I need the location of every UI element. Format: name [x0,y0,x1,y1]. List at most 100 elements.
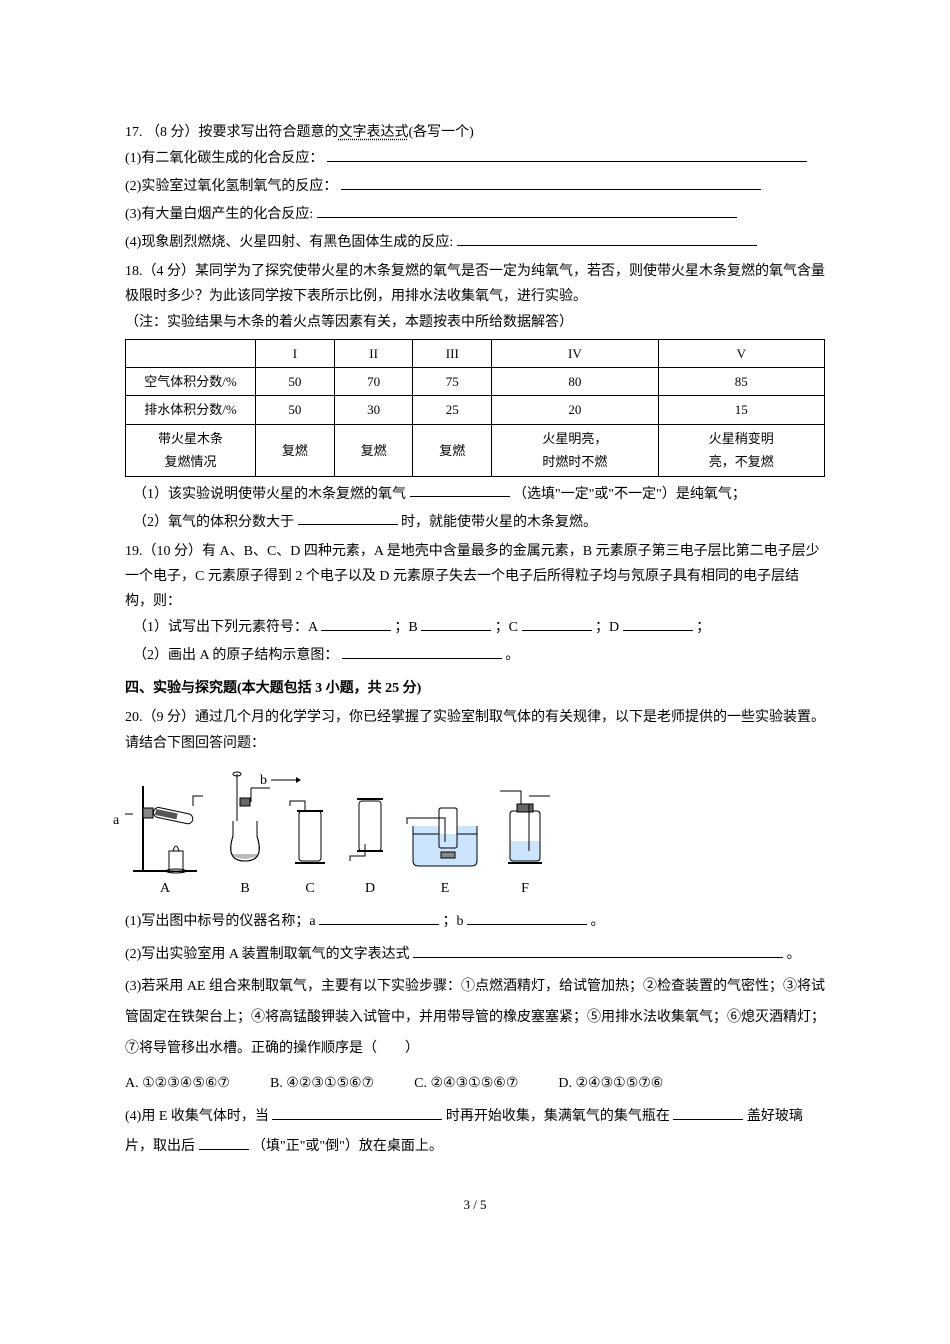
device-label-c: C [305,876,314,901]
blank [522,614,592,631]
apparatus-d: D [345,766,395,901]
q20-sub4: (4)用 E 收集气体时，当 时再开始收集，集满氧气的集气瓶在 盖好玻璃片，取出… [125,1102,825,1164]
table-header-row: I II III IV V [126,339,825,367]
apparatus-f: F [495,766,555,901]
q20-s4d: （填"正"或"倒"）放在桌面上。 [252,1139,443,1154]
q19-s1d: ；D [595,620,619,635]
apparatus-e: E [405,766,485,901]
q17-sub3: (3)有大量白烟产生的化合反应: [125,201,825,227]
apparatus-e-svg [405,766,485,876]
q20-s4a: (4)用 E 收集气体时，当 [125,1109,269,1124]
q20-s1a: (1)写出图中标号的仪器名称；a [125,914,316,929]
blank [673,1103,743,1120]
q19-s1: （1）试写出下列元素符号：A [133,620,317,635]
table-row: 空气体积分数/% 50 70 75 80 85 [126,368,825,396]
q17-s4-text: (4)现象剧烈燃烧、火星四射、有黑色固体生成的反应: [125,235,453,250]
th-4: IV [492,339,658,367]
blank [341,173,761,190]
blank [457,229,757,246]
blank [327,145,807,162]
cell: 75 [413,368,492,396]
blank [272,1103,442,1120]
question-19: 19.（10 分）有 A、B、C、D 四种元素，A 是地壳中含量最多的金属元素，… [125,539,825,669]
q19-sub1: （1）试写出下列元素符号：A ；B ；C ；D ； [133,614,825,640]
q17-stem-text: 17. （8 分）按要求写出符合题意的 [125,125,339,140]
cell: 70 [334,368,413,396]
section-4-title: 四、实验与探究题(本大题包括 3 小题，共 25 分) [125,676,825,701]
cell: 火星稍变明 亮，不复燃 [658,424,824,476]
label-b-row: b [260,768,301,793]
choice-c: C. ②④③①⑤⑥⑦ [414,1069,518,1100]
q20-subquestions: (1)写出图中标号的仪器名称；a ；b 。 (2)写出实验室用 A 装置制取氧气… [125,907,825,1163]
device-label-a: A [160,876,170,901]
th-5: V [658,339,824,367]
table-row: 排水体积分数/% 50 30 25 20 15 [126,396,825,424]
q18-table: I II III IV V 空气体积分数/% 50 70 75 80 85 排水… [125,339,825,477]
apparatus-row: A B [125,766,825,901]
question-18: 18.（4 分）某同学为了探究使带火星的木条复燃的氧气是否一定为纯氧气，若否，则… [125,259,825,534]
q17-sub4: (4)现象剧烈燃烧、火星四射、有黑色固体生成的反应: [125,229,825,255]
q17-s3-text: (3)有大量白烟产生的化合反应: [125,207,313,222]
th-blank [126,339,256,367]
device-label-d: D [365,876,375,901]
cell: 复燃 [413,424,492,476]
blank [413,941,783,958]
cell: 25 [413,396,492,424]
page-number: 3 / 5 [125,1193,825,1216]
apparatus-f-svg [495,766,555,876]
q19-stem: 19.（10 分）有 A、B、C、D 四种元素，A 是地壳中含量最多的金属元素，… [125,539,825,615]
q19-sub2: （2）画出 A 的原子结构示意图： 。 [133,642,825,668]
q19-s1b: ；B [394,620,417,635]
question-20: 20.（9 分）通过几个月的化学学习，你已经掌握了实验室制取气体的有关规律，以下… [125,705,825,1163]
device-label-e: E [441,876,450,901]
cell: 20 [492,396,658,424]
q18-sub1: （1）该实验说明使带火星的木条复燃的氧气 （选填"一定"或"不一定"）是纯氧气； [133,481,825,507]
q17-sub2: (2)实验室过氧化氢制氧气的反应： [125,173,825,199]
th-2: II [334,339,413,367]
arrow-icon [271,775,301,785]
q19-s1c: ；C [495,620,518,635]
q17-dotted: 文字表达式 [339,125,409,140]
device-label-f: F [521,876,529,901]
q20-s4b: 时再开始收集，集满氧气的集气瓶在 [446,1109,670,1124]
cell: 30 [334,396,413,424]
table-row: 带火星木条 复燃情况 复燃 复燃 复燃 火星明亮， 时燃时不燃 火星稍变明 亮，… [126,424,825,476]
question-17: 17. （8 分）按要求写出符合题意的文字表达式(各写一个) (1)有二氧化碳生… [125,120,825,255]
cell: 复燃 [334,424,413,476]
q17-sub1: (1)有二氧化碳生成的化合反应： [125,145,825,171]
q18-s2a: （2）氧气的体积分数大于 [133,514,294,529]
label-a: a [113,808,119,833]
apparatus-d-svg [345,766,395,876]
blank [467,908,587,925]
blank [623,614,693,631]
blank [199,1134,249,1151]
device-label-b: B [240,876,249,901]
q19-s2a: （2）画出 A 的原子结构示意图： [133,648,338,663]
q17-stem: 17. （8 分）按要求写出符合题意的文字表达式(各写一个) [125,120,825,145]
cell: 带火星木条 复燃情况 [126,424,256,476]
apparatus-a-svg [125,766,205,876]
q19-s2b: 。 [505,648,519,663]
blank [317,201,737,218]
cell: 50 [256,396,335,424]
blank [298,509,398,526]
apparatus-a: A [125,766,205,901]
q18-note: （注：实验结果与木条的着火点等因素有关，本题按表中所给数据解答） [125,310,825,335]
th-1: I [256,339,335,367]
blank [421,614,491,631]
q18-s2b: 时，就能使带火星的木条复燃。 [401,514,597,529]
q19-s1e: ； [696,620,710,635]
cell: 火星明亮， 时燃时不燃 [492,424,658,476]
th-3: III [413,339,492,367]
q17-s2-text: (2)实验室过氧化氢制氧气的反应： [125,179,337,194]
blank [319,908,439,925]
cell: 复燃 [256,424,335,476]
blank [321,614,391,631]
choice-b: B. ④②③①⑤⑥⑦ [270,1069,374,1100]
blank [410,481,510,498]
q18-stem: 18.（4 分）某同学为了探究使带火星的木条复燃的氧气是否一定为纯氧气，若否，则… [125,259,825,309]
cell: 50 [256,368,335,396]
cell: 80 [492,368,658,396]
cell: 空气体积分数/% [126,368,256,396]
q20-choices: A. ①②③④⑤⑥⑦ B. ④②③①⑤⑥⑦ C. ②④③①⑤⑥⑦ D. ②④③①… [125,1069,825,1100]
